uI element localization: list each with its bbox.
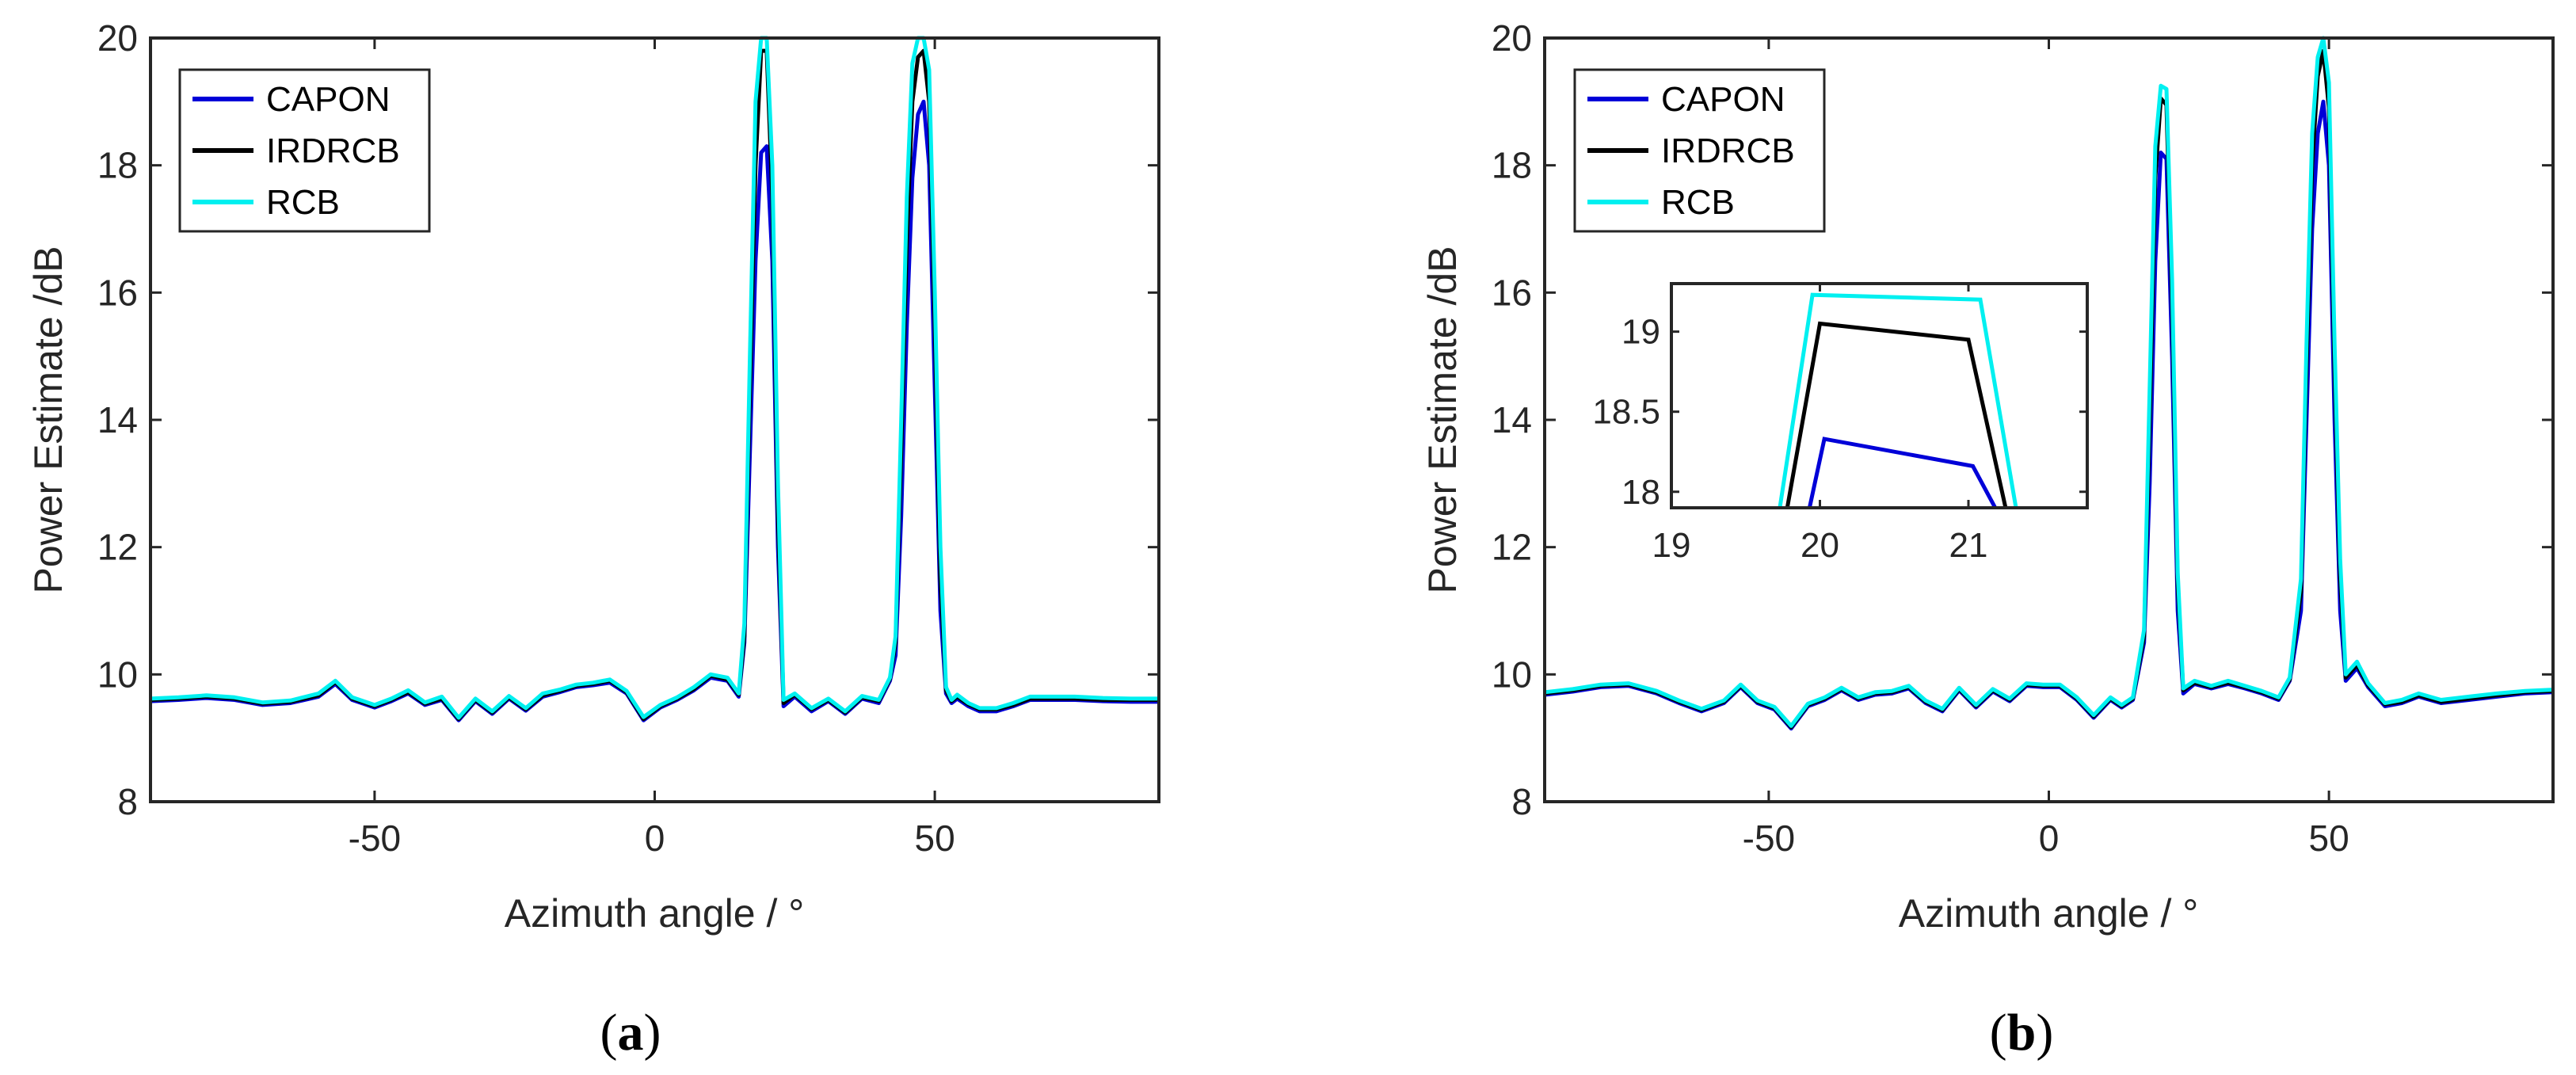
inset-x-tick-label: 19 — [1652, 526, 1691, 565]
y-axis-label-b: Power Estimate /dB — [1420, 246, 1465, 593]
y-tick-label-a: 14 — [97, 399, 138, 440]
y-tick-labels-b: 8 10 12 14 16 18 20 — [1492, 17, 1532, 822]
inset-series-line-irdrcb — [1785, 321, 2008, 509]
y-tick-label-a: 20 — [97, 17, 138, 59]
inset-series-group — [1778, 292, 2018, 509]
caption-a: (a) — [600, 1004, 661, 1062]
y-axis-label-a: Power Estimate /dB — [26, 246, 70, 593]
series-line-rcb-a — [150, 36, 1159, 720]
inset-b: 18 18.5 19 19 20 21 — [1592, 282, 2089, 565]
series-line-rcb-b — [1544, 36, 2554, 728]
legend-label-capon-a: CAPON — [266, 80, 390, 119]
series-group-a — [150, 36, 1159, 722]
inset-y-tick-label: 19 — [1621, 313, 1660, 352]
inset-y-tick-labels: 18 18.5 19 — [1592, 313, 1660, 512]
legend-label-irdrcb-a: IRDRCB — [266, 132, 400, 170]
x-tick-label-b: 50 — [2309, 818, 2349, 859]
x-axis-label-a: Azimuth angle / ° — [505, 891, 805, 936]
legend-label-rcb-a: RCB — [266, 183, 340, 222]
y-tick-label-a: 18 — [97, 145, 138, 186]
panel-a: 8 10 12 14 16 18 20 -50 0 50 Azimuth angle / ° P… — [26, 17, 1160, 1062]
inset-x-tick-labels: 19 20 21 — [1652, 526, 1988, 565]
y-tick-label-a: 16 — [97, 272, 138, 313]
series-group-b — [1544, 36, 2554, 731]
legend-label-capon-b: CAPON — [1661, 80, 1785, 119]
x-tick-labels-a: -50 0 50 — [349, 818, 955, 859]
y-tick-label-a: 10 — [97, 654, 138, 695]
inset-plot-area — [1671, 284, 2087, 508]
y-tick-label-b: 12 — [1492, 527, 1532, 568]
x-tick-label-b: -50 — [1743, 818, 1795, 859]
tick-marks-a — [151, 36, 1159, 803]
y-tick-label-b: 14 — [1492, 399, 1532, 440]
y-tick-label-a: 12 — [97, 527, 138, 568]
y-tick-labels-a: 8 10 12 14 16 18 20 — [97, 17, 138, 822]
x-tick-label-b: 0 — [2039, 818, 2060, 859]
plot-frame-b — [1543, 36, 2555, 803]
caption-b: (b) — [1990, 1004, 2054, 1062]
inset-series-line-rcb — [1778, 292, 2018, 509]
y-tick-label-b: 18 — [1492, 145, 1532, 186]
inset-x-tick-label: 20 — [1801, 526, 1839, 565]
x-tick-label-a: 0 — [645, 818, 665, 859]
panel-b: 8 10 12 14 16 18 20 -50 0 50 Azimuth angle / ° P… — [1420, 17, 2555, 1062]
inset-series-line-capon — [1807, 436, 1998, 509]
y-tick-label-b: 20 — [1492, 17, 1532, 59]
x-tick-label-a: 50 — [915, 818, 955, 859]
caption-letter-a: a — [618, 1004, 644, 1062]
y-tick-label-b: 8 — [1511, 781, 1532, 822]
legend-b: CAPON IRDRCB RCB — [1573, 68, 1826, 233]
x-tick-labels-b: -50 0 50 — [1743, 818, 2349, 859]
legend-label-rcb-b: RCB — [1661, 183, 1735, 222]
inset-y-tick-label: 18.5 — [1592, 393, 1660, 432]
x-axis-label-b: Azimuth angle / ° — [1899, 891, 2199, 936]
inset-frame — [1670, 282, 2089, 509]
caption-letter-b: b — [2007, 1004, 2037, 1062]
x-tick-label-a: -50 — [349, 818, 401, 859]
y-tick-label-b: 10 — [1492, 654, 1532, 695]
inset-x-tick-label: 21 — [1949, 526, 1988, 565]
y-tick-label-b: 16 — [1492, 272, 1532, 313]
y-tick-label-a: 8 — [117, 781, 138, 822]
legend-label-irdrcb-b: IRDRCB — [1661, 132, 1795, 170]
plot-frame-a — [149, 36, 1160, 803]
legend-a: CAPON IRDRCB RCB — [178, 68, 431, 233]
inset-y-tick-label: 18 — [1621, 473, 1660, 512]
